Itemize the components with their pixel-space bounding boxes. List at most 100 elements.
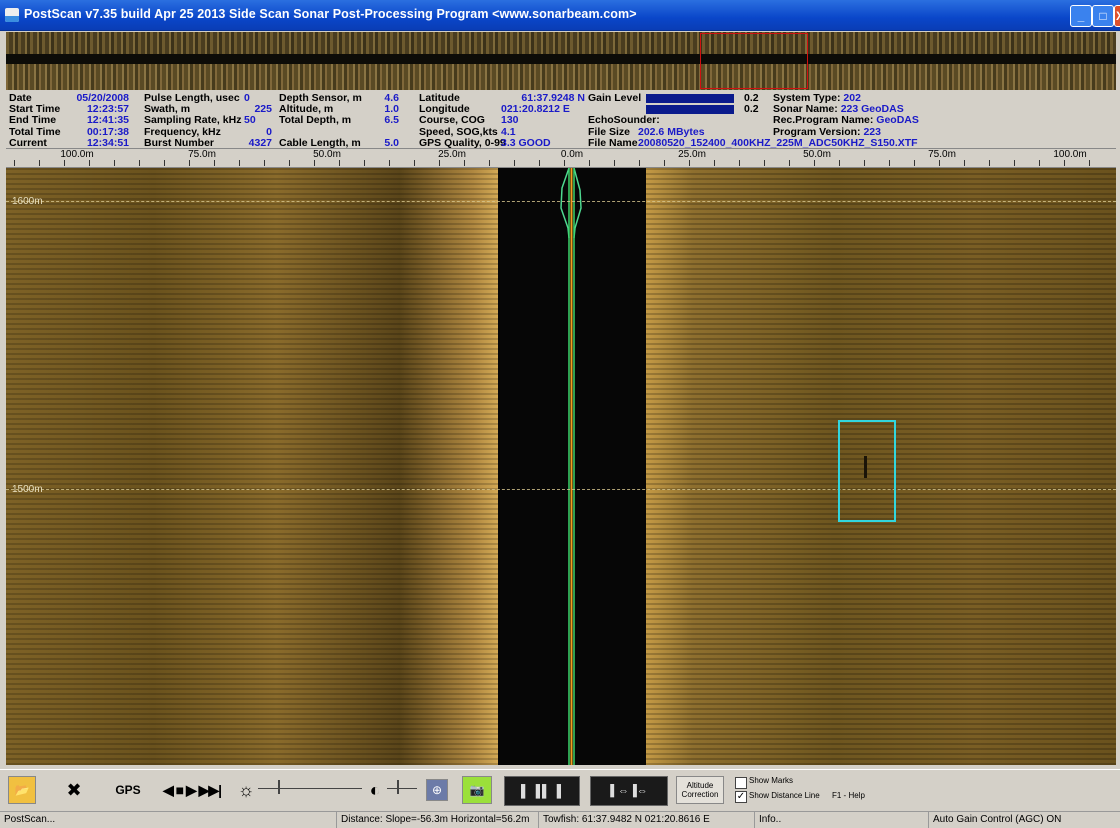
- ruler-tick: [1089, 160, 1090, 166]
- port-channel: [6, 168, 498, 765]
- speed-label: Speed, SOG,kts: [419, 125, 498, 138]
- ruler-tick: [139, 160, 140, 166]
- sonar-waterfall[interactable]: 1600m 1500m: [6, 168, 1116, 765]
- gain-level-bar-2: [646, 104, 734, 114]
- ruler-tick: [789, 160, 790, 166]
- gps-button[interactable]: GPS: [115, 783, 141, 797]
- total-depth-value: 6.5: [384, 114, 399, 127]
- swath-value: 225: [254, 103, 272, 116]
- ruler-tick: [289, 160, 290, 166]
- total-time-value: 00:17:38: [86, 125, 129, 138]
- settings-tools-icon[interactable]: ✖: [66, 779, 82, 800]
- status-bar: PostScan... Distance: Slope=-56.3m Horiz…: [0, 811, 1120, 828]
- ruler-tick: [14, 160, 15, 166]
- swath-label: Swath, m: [144, 103, 191, 116]
- ruler-tick: [814, 160, 815, 166]
- ruler-tick: [989, 160, 990, 166]
- ruler-tick: [64, 160, 65, 166]
- close-button[interactable]: X: [1114, 5, 1120, 27]
- ruler-tick: [739, 160, 740, 166]
- title-bar: PostScan v7.35 build Apr 25 2013 Side Sc…: [0, 0, 1120, 31]
- ruler-tick: [689, 160, 690, 166]
- open-folder-icon[interactable]: 📂: [8, 776, 36, 804]
- help-hint: F1 - Help: [832, 791, 865, 800]
- minimize-button[interactable]: _: [1070, 5, 1092, 27]
- start-time-value: 12:23:57: [86, 103, 129, 116]
- info-col-nav: Latitude 61:37.9248 N Longitude 021:20.821…: [419, 92, 585, 149]
- ruler-tick: [1014, 160, 1015, 166]
- playback-controls[interactable]: ◀ ■ ▶ ▶▶|: [162, 781, 222, 798]
- program-version-label: Program Version:: [773, 125, 861, 138]
- window-title: PostScan v7.35 build Apr 25 2013 Side Sc…: [24, 7, 637, 21]
- starboard-bottom-trace: [573, 168, 582, 239]
- ruler-label: 75.0m: [928, 149, 956, 160]
- date-label: Date: [9, 92, 32, 104]
- ruler-label: 75.0m: [188, 149, 216, 160]
- ruler-tick: [664, 160, 665, 166]
- ruler-tick: [314, 160, 315, 166]
- ruler-tick: [114, 160, 115, 166]
- altitude-correction-button[interactable]: Altitude Correction: [676, 776, 724, 804]
- cable-length-label: Cable Length, m: [279, 136, 361, 149]
- contrast-slider[interactable]: [387, 788, 417, 789]
- gain-level-label: Gain Level: [588, 92, 642, 104]
- rec-program-name-label: Rec.Program Name:: [773, 114, 874, 127]
- brightness-slider-thumb[interactable]: [278, 780, 280, 794]
- contrast-slider-thumb[interactable]: [397, 780, 399, 794]
- slant-range-view-icon[interactable]: ▌▐▌▐: [504, 776, 580, 806]
- ruler-tick: [539, 160, 540, 166]
- status-info: Info..: [754, 812, 929, 828]
- gain-level-value-1: 0.2: [744, 92, 759, 104]
- course-value: 130: [501, 114, 519, 127]
- system-type-label: System Type:: [773, 92, 841, 104]
- show-distance-label: Show Distance Line: [749, 791, 820, 800]
- channel-swap-icon[interactable]: ▌⇔▐⇔: [590, 776, 668, 806]
- longitude-value: 021:20.8212 E: [501, 103, 570, 116]
- file-size-value: 202.6 MBytes: [638, 125, 705, 138]
- system-type-value: 202: [843, 92, 861, 104]
- status-distance: Distance: Slope=-56.3m Horizontal=56.2m: [336, 812, 541, 828]
- ruler-tick: [589, 160, 590, 166]
- maximize-button[interactable]: □: [1092, 5, 1114, 27]
- ruler-tick: [39, 160, 40, 166]
- ruler-label: 0.0m: [560, 149, 584, 160]
- ruler-tick: [389, 160, 390, 166]
- sonar-overlay: [560, 168, 582, 765]
- start-time-label: Start Time: [9, 103, 61, 116]
- overview-strip[interactable]: [6, 32, 1116, 90]
- show-distance-checkbox[interactable]: ✓: [735, 791, 747, 803]
- range-label-1600: 1600m: [12, 196, 43, 207]
- info-col-system: System Type: 202 Sonar Name: 223 GeoDAS …: [773, 92, 919, 138]
- range-line-1600: [6, 201, 1116, 202]
- show-marks-checkbox[interactable]: [735, 777, 747, 789]
- show-marks-label: Show Marks: [749, 776, 794, 785]
- ruler-label: 100.0m: [60, 149, 94, 160]
- brightness-slider[interactable]: [258, 788, 362, 789]
- pulse-length-label: Pulse Length, usec: [144, 92, 240, 104]
- pulse-length-value: 0: [244, 92, 250, 104]
- camera-screenshot-icon[interactable]: 📷: [462, 776, 492, 804]
- ruler-tick: [1064, 160, 1065, 166]
- total-time-label: Total Time: [9, 125, 61, 138]
- contrast-icon: ◐: [369, 779, 381, 800]
- program-version-value: 223: [863, 125, 881, 138]
- frequency-label: Frequency, kHz: [144, 125, 221, 138]
- target-selection-box[interactable]: [838, 420, 896, 522]
- zoom-in-icon[interactable]: ⊕: [426, 779, 448, 801]
- ruler-tick: [414, 160, 415, 166]
- altitude-value: 1.0: [384, 103, 399, 116]
- ruler-tick: [514, 160, 515, 166]
- overview-viewport-box[interactable]: [700, 33, 808, 89]
- ruler-tick: [914, 160, 915, 166]
- ruler-tick: [964, 160, 965, 166]
- brightness-icon: ☼: [237, 779, 255, 800]
- end-time-value: 12:41:35: [86, 114, 129, 127]
- ruler-tick: [439, 160, 440, 166]
- current-time-value: 12:34:51: [86, 136, 129, 149]
- overview-water-band: [6, 54, 1116, 64]
- sampling-rate-value: 50: [244, 114, 256, 127]
- altitude-label: Altitude, m: [279, 103, 334, 116]
- frequency-value: 0: [266, 125, 272, 138]
- status-agc: Auto Gain Control (AGC) ON: [928, 812, 1120, 828]
- file-name-label: File Name: [588, 136, 638, 149]
